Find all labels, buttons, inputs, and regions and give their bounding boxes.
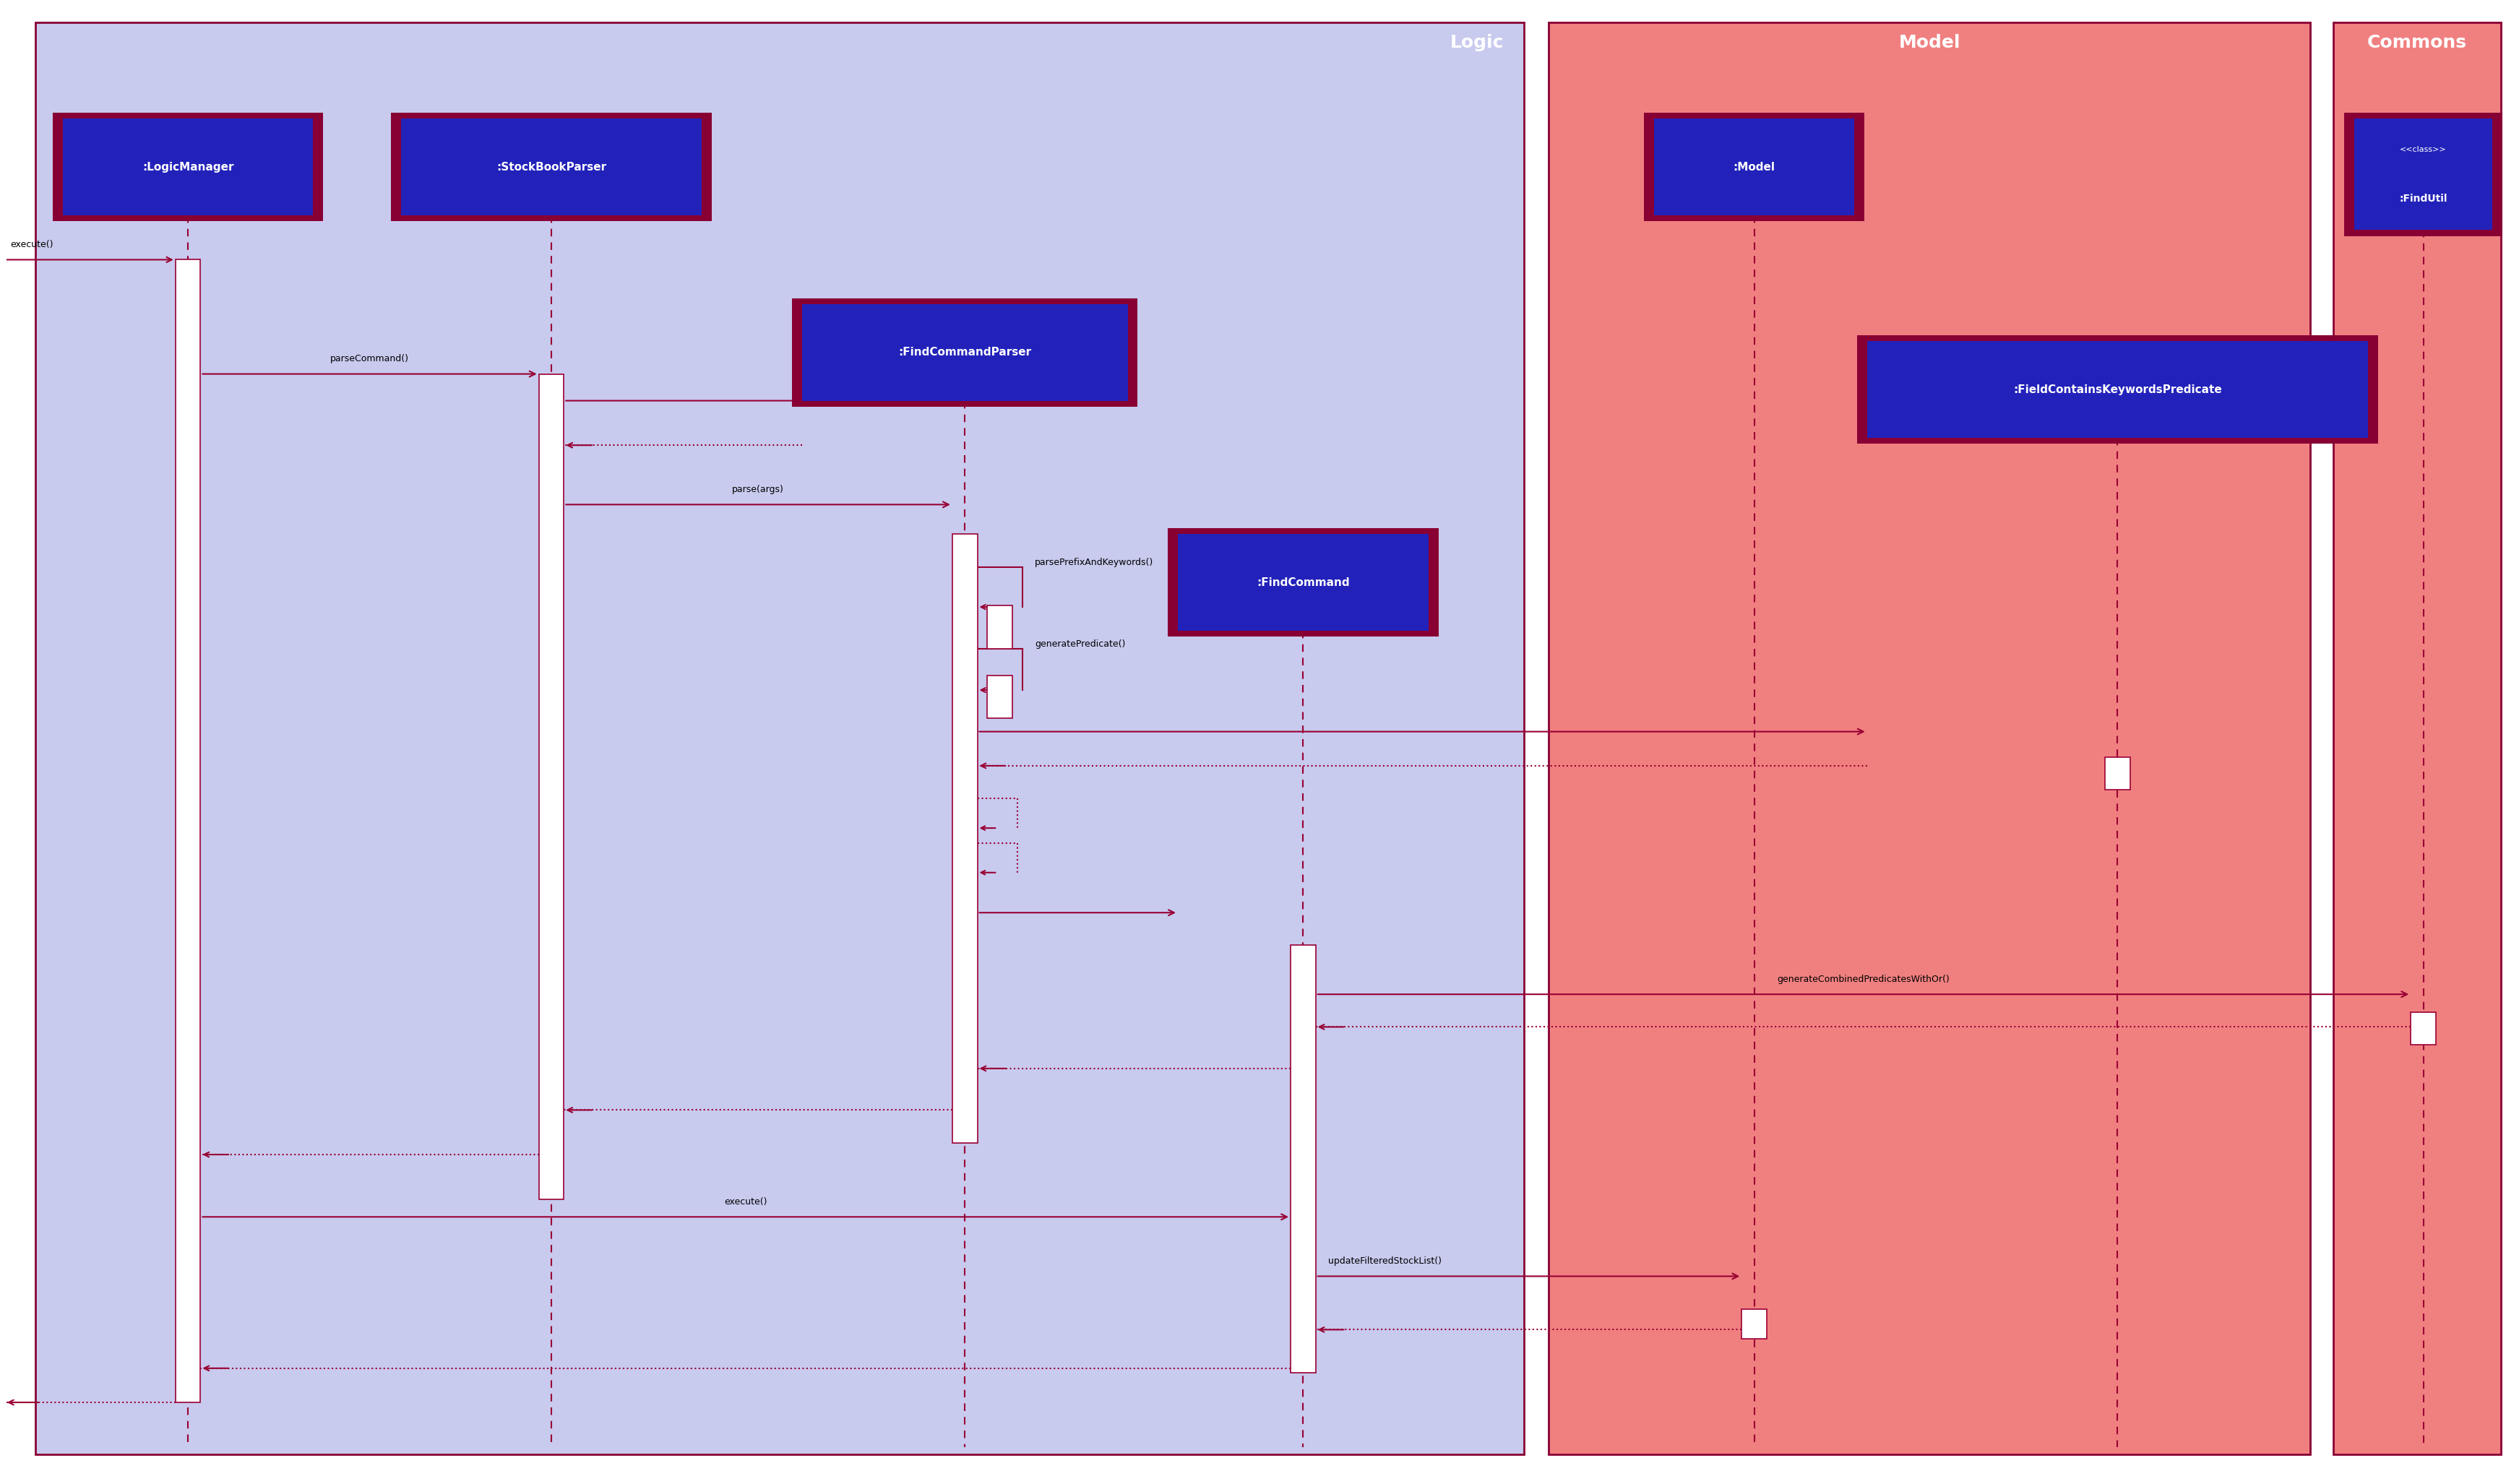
Bar (1168, 528, 1438, 637)
Bar (35, 22, 1524, 1454)
Bar (1291, 945, 1316, 1373)
Text: <<class>>: <<class>> (2401, 147, 2446, 153)
Bar (401, 119, 702, 215)
Bar (2411, 1012, 2436, 1045)
Bar (792, 298, 1138, 407)
Text: generateCombinedPredicatesWithOr(): generateCombinedPredicatesWithOr() (1777, 975, 1950, 984)
Text: :FindCommand: :FindCommand (1256, 577, 1351, 588)
Text: Commons: Commons (2368, 34, 2466, 52)
Bar (2333, 22, 2501, 1454)
Text: :FieldContainsKeywordsPredicate: :FieldContainsKeywordsPredicate (2012, 384, 2223, 395)
Bar (2343, 113, 2501, 236)
Text: :FindUtil: :FindUtil (2398, 194, 2448, 203)
Text: updateFilteredStockList(): updateFilteredStockList() (1328, 1257, 1441, 1266)
Text: :Model: :Model (1734, 162, 1774, 172)
Bar (2105, 757, 2130, 789)
Bar (1549, 22, 2311, 1454)
Bar (539, 374, 564, 1199)
Bar (1867, 341, 2368, 438)
Text: Model: Model (1900, 34, 1960, 52)
Text: parse(args): parse(args) (732, 485, 784, 494)
Text: generatePredicate(): generatePredicate() (1035, 640, 1125, 649)
Bar (1654, 119, 1854, 215)
Bar (175, 260, 200, 1402)
Bar (952, 534, 977, 1143)
Bar (1644, 113, 1864, 221)
Bar (391, 113, 712, 221)
Text: parsePrefixAndKeywords(): parsePrefixAndKeywords() (1035, 558, 1153, 567)
Bar (1742, 1309, 1767, 1339)
Bar (63, 119, 313, 215)
Bar (2353, 119, 2491, 230)
Text: parseCommand(): parseCommand() (331, 355, 408, 364)
Text: execute(): execute() (10, 240, 53, 249)
Bar (1178, 534, 1428, 631)
Bar (1857, 335, 2378, 444)
Text: :StockBookParser: :StockBookParser (496, 162, 606, 172)
Bar (802, 304, 1128, 401)
Text: :FindCommandParser: :FindCommandParser (897, 347, 1032, 358)
Bar (987, 675, 1012, 718)
Bar (53, 113, 323, 221)
Text: execute(): execute() (724, 1198, 767, 1206)
Text: :LogicManager: :LogicManager (143, 162, 233, 172)
Text: Logic: Logic (1451, 34, 1504, 52)
Bar (987, 605, 1012, 649)
